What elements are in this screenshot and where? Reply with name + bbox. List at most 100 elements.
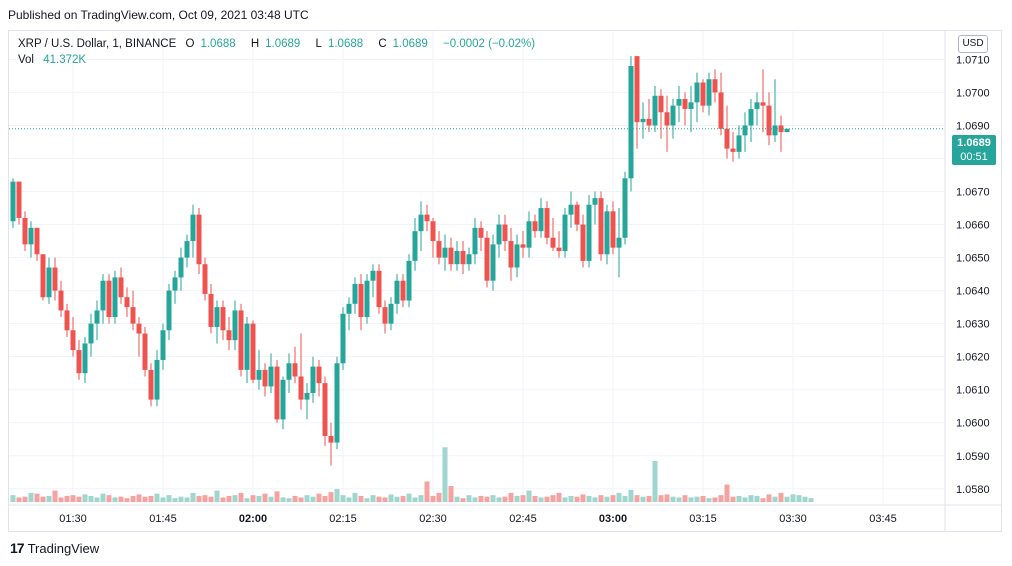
volume-bar — [556, 492, 562, 502]
candle-body — [172, 277, 178, 291]
currency-button[interactable]: USD — [958, 35, 988, 53]
volume-bar — [226, 495, 232, 502]
volume-bar — [322, 495, 328, 502]
chart-frame[interactable] — [8, 30, 1002, 532]
volume-bar — [700, 495, 706, 502]
candle-body — [244, 323, 250, 370]
candle-body — [640, 118, 646, 123]
candle-body — [52, 267, 58, 291]
candle-body — [154, 359, 160, 400]
legend-volume-value: 41.372K — [43, 54, 87, 66]
volume-bar — [712, 497, 718, 502]
candle-body — [676, 99, 682, 106]
volume-bar — [46, 495, 52, 502]
candle-body — [508, 241, 514, 268]
candle-body — [556, 247, 562, 251]
y-axis-tick-label: 1.0630 — [956, 319, 990, 331]
candle-body — [226, 330, 232, 341]
tradingview-logo-text: TradingView — [27, 540, 100, 556]
candle-body — [124, 297, 130, 308]
volume-bar — [634, 495, 640, 502]
candle-body — [358, 284, 364, 318]
legend-open-value: 1.0688 — [200, 38, 236, 50]
volume-bar — [196, 495, 202, 502]
volume-bar — [160, 497, 166, 502]
volume-bar — [304, 495, 310, 502]
volume-bar — [370, 495, 376, 502]
candle-body — [724, 128, 730, 149]
candle-body — [670, 105, 676, 126]
candle-body — [76, 350, 82, 374]
legend-open-label: O — [185, 38, 195, 50]
volume-bar — [82, 494, 88, 502]
candle-body — [340, 313, 346, 364]
volume-bar — [484, 496, 490, 502]
candle-body — [598, 198, 604, 255]
candle-body — [664, 112, 670, 126]
volume-bar — [316, 493, 322, 502]
volume-bar — [40, 496, 46, 502]
legend-low-value: 1.0688 — [327, 38, 364, 50]
legend-close-value: 1.0689 — [392, 38, 428, 50]
candle-body — [580, 224, 586, 261]
volume-bar — [790, 494, 796, 502]
candle-body — [94, 310, 100, 324]
volume-bar — [76, 496, 82, 502]
volume-bar — [364, 498, 370, 502]
y-axis-tick-label: 1.0640 — [956, 286, 990, 298]
volume-bar — [298, 497, 304, 502]
candle-body — [178, 257, 184, 278]
volume-bar — [562, 497, 568, 502]
volume-bar — [88, 495, 94, 502]
volume-bar — [10, 495, 16, 502]
candle-body — [22, 217, 28, 245]
volume-bar — [760, 498, 766, 502]
y-axis-tick-label: 1.0690 — [956, 120, 990, 132]
candle-body — [268, 366, 274, 387]
candle-body — [502, 224, 508, 242]
candle-body — [256, 369, 262, 380]
volume-bar — [256, 495, 262, 502]
candle-body — [382, 307, 388, 324]
tradingview-logo[interactable]: 17 TradingView — [10, 540, 99, 556]
candle-body — [622, 178, 628, 238]
volume-bar — [94, 497, 100, 502]
candle-body — [562, 214, 568, 251]
volume-bar — [328, 492, 334, 502]
x-axis-tick-label: 01:30 — [59, 513, 87, 525]
candle-body — [238, 310, 244, 370]
candle-body — [406, 260, 412, 301]
candle-body — [742, 125, 748, 136]
candle-body — [496, 224, 502, 245]
volume-bar — [190, 492, 196, 502]
volume-bar — [388, 494, 394, 502]
candle-body — [364, 280, 370, 318]
volume-bar — [376, 496, 382, 502]
volume-bar — [358, 495, 364, 502]
y-axis-tick-label: 1.0700 — [956, 87, 990, 99]
x-axis-tick-label: 02:00 — [239, 513, 267, 525]
volume-bar — [154, 493, 160, 502]
legend-change: −0.0002 (−0.02%) — [443, 38, 536, 50]
candle-body — [730, 148, 736, 152]
volume-bar — [202, 495, 208, 502]
candle-body — [34, 227, 40, 255]
volume-bar — [466, 495, 472, 502]
candle-body — [544, 208, 550, 238]
candle-body — [520, 244, 526, 248]
volume-bar — [28, 492, 34, 502]
volume-bar — [742, 497, 748, 502]
x-axis-tick-label: 03:00 — [599, 513, 627, 525]
candle-body — [280, 379, 286, 420]
y-axis-tick-label: 1.0580 — [956, 484, 990, 496]
volume-bar — [676, 497, 682, 502]
volume-bar — [472, 497, 478, 502]
volume-bar — [808, 498, 814, 502]
candle-body — [286, 363, 292, 380]
volume-bar — [58, 497, 64, 502]
candle-body — [310, 366, 316, 394]
candle-body — [634, 56, 640, 123]
candle-body — [148, 369, 154, 400]
y-axis-tick-label: 1.0670 — [956, 187, 990, 199]
